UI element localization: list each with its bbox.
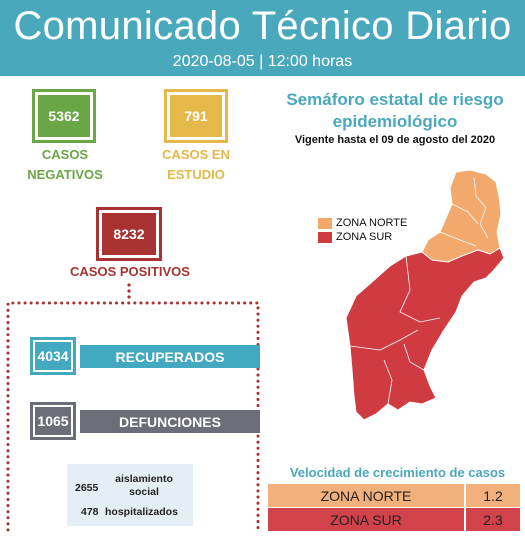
aislamiento-label: aislamiento social xyxy=(115,473,173,498)
defunciones-value: 1065 xyxy=(30,402,76,440)
recuperados-label: RECUPERADOS xyxy=(80,345,260,368)
estudio-box: 791 xyxy=(164,89,228,143)
positivos-label: CASOS POSITIVOS xyxy=(70,264,190,279)
legend-item-sur: ZONA SUR xyxy=(318,230,407,244)
hospitalizados-label: hospitalizados xyxy=(105,506,178,518)
velocidad-valor: 1.2 xyxy=(466,484,520,507)
legend-label-norte: ZONA NORTE xyxy=(336,217,408,229)
aislamiento-value: 2655 xyxy=(75,482,99,494)
header-banner: Comunicado Técnico Diario 2020-08-05 | 1… xyxy=(0,0,525,76)
estudio-value: 791 xyxy=(170,95,222,137)
velocidad-title: Velocidad de crecimiento de casos xyxy=(289,465,506,480)
positivos-value: 8232 xyxy=(102,213,156,255)
defunciones-bar: 1065 DEFUNCIONES xyxy=(30,402,262,440)
vigencia-text: Vigente hasta el 09 de agosto del 2020 xyxy=(294,134,496,146)
semaforo-title: Semáforo estatal de riesgo epidemiológic… xyxy=(286,90,504,131)
velocidad-row-sur: ZONA SUR 2.3 xyxy=(268,508,520,531)
hospitalizados-value: 478 xyxy=(81,506,99,518)
zona-norte-map xyxy=(421,169,502,263)
velocidad-zona: ZONA SUR xyxy=(268,508,464,531)
velocidad-valor: 2.3 xyxy=(466,508,520,531)
zona-sur-map xyxy=(345,247,505,421)
positivos-box: 8232 xyxy=(96,207,162,261)
recuperados-bar: 4034 RECUPERADOS xyxy=(30,337,262,375)
defunciones-label: DEFUNCIONES xyxy=(80,410,260,433)
negativos-box: 5362 xyxy=(32,89,96,143)
negativos-label: CASOS NEGATIVOS xyxy=(27,147,103,182)
legend-item-norte: ZONA NORTE xyxy=(318,216,407,230)
velocidad-row-norte: ZONA NORTE 1.2 xyxy=(268,484,520,507)
negativos-value: 5362 xyxy=(38,95,90,137)
estudio-label: CASOS EN ESTUDIO xyxy=(162,147,230,182)
map-legend: ZONA NORTE ZONA SUR xyxy=(318,216,407,244)
legend-swatch-sur xyxy=(318,231,332,243)
page-title: Comunicado Técnico Diario xyxy=(13,4,512,48)
date-time: 2020-08-05 | 12:00 horas xyxy=(172,53,353,70)
legend-label-sur: ZONA SUR xyxy=(336,231,393,243)
aislamiento-box: 2655 aislamiento social 478 hospitalizad… xyxy=(67,464,193,526)
velocidad-zona: ZONA NORTE xyxy=(268,484,464,507)
legend-swatch-norte xyxy=(318,217,332,229)
recuperados-value: 4034 xyxy=(30,337,76,375)
